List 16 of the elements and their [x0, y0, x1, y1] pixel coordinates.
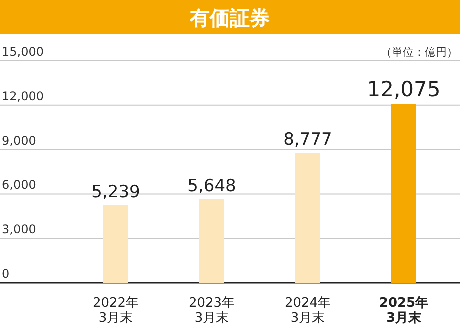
x-tick-label: 2024年 3月末 [284, 296, 332, 326]
x-tick-label: 2023年 3月末 [188, 296, 236, 326]
data-label: 5,648 [188, 176, 236, 196]
data-label: 8,777 [284, 130, 332, 150]
x-tick-label: 2022年 3月末 [92, 296, 140, 326]
y-tick-label: 3,000 [2, 222, 36, 237]
y-tick-label: 12,000 [2, 89, 44, 104]
x-tick-label: 2025年 3月末 [379, 296, 429, 326]
data-label: 12,075 [367, 77, 441, 102]
y-tick-label: 6,000 [2, 178, 36, 192]
y-tick-label: 9,000 [2, 134, 36, 148]
y-tick-label: 0 [2, 267, 10, 281]
data-label: 5,239 [92, 182, 140, 202]
chart-title: 有価証券 [189, 6, 270, 30]
text: （単位：億円） [381, 46, 458, 59]
y-tick-label: 15,000 [2, 45, 44, 59]
